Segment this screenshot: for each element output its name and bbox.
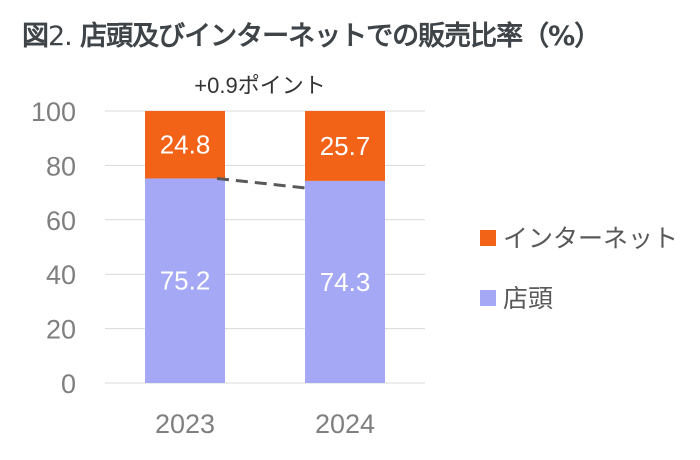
legend-label: インターネット xyxy=(503,224,678,253)
connector-line xyxy=(216,176,306,190)
data-label: 74.3 xyxy=(320,267,371,297)
legend-swatch xyxy=(480,290,496,306)
y-tick-label: 80 xyxy=(46,151,76,181)
y-tick-label: 20 xyxy=(46,315,76,345)
x-tick-label: 2024 xyxy=(315,409,375,439)
x-tick-label: 2023 xyxy=(155,409,215,439)
y-tick-label: 100 xyxy=(31,97,76,127)
data-label: 75.2 xyxy=(160,266,211,296)
title-number: 2. xyxy=(48,21,73,52)
annotation: +0.9ポイント xyxy=(194,73,325,98)
data-label: 24.8 xyxy=(160,130,211,160)
title-prefix: 図 xyxy=(22,21,49,52)
data-label: 25.7 xyxy=(320,131,371,161)
legend-label: 店頭 xyxy=(503,284,553,313)
bar-2024-1 xyxy=(305,111,385,181)
title-text: 店頭及びインターネットでの販売比率（%） xyxy=(80,21,601,52)
y-tick-label: 40 xyxy=(46,260,76,290)
bar-2024-0 xyxy=(305,180,385,383)
bar-2023-1 xyxy=(145,111,225,179)
legend-swatch xyxy=(480,230,496,246)
y-tick-label: 60 xyxy=(46,206,76,236)
y-tick-label: 0 xyxy=(61,369,76,399)
chart-title: 図2. 店頭及びインターネットでの販売比率（%） xyxy=(22,14,601,53)
bar-2023-0 xyxy=(145,178,225,383)
